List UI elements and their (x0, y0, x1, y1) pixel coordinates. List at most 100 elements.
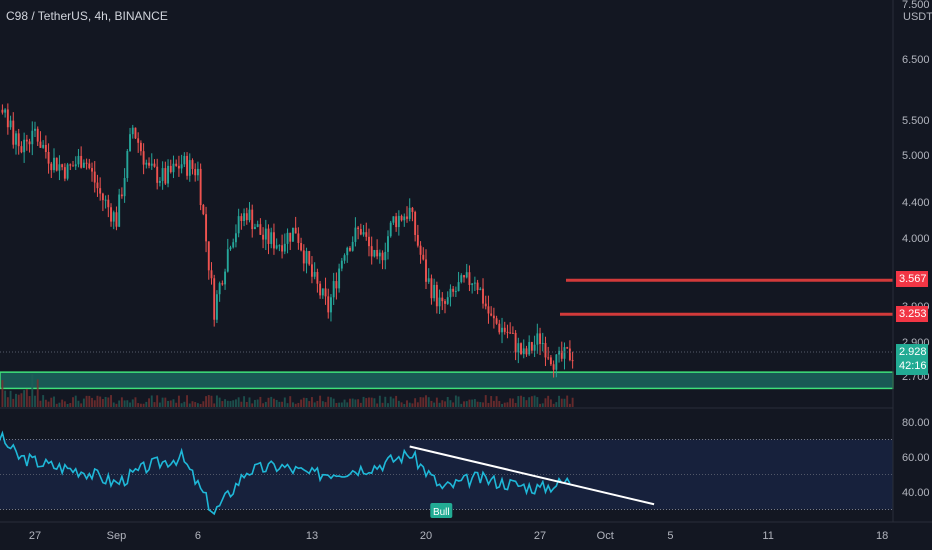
volume-bar (563, 398, 566, 407)
candlestick-series[interactable] (1, 103, 574, 378)
candle-body (72, 165, 74, 167)
volume-bar (408, 402, 411, 407)
volume-bar (495, 396, 498, 407)
volume-bar (389, 396, 392, 407)
candle-body (167, 165, 169, 184)
volume-bar (50, 397, 53, 407)
volume-bar (199, 403, 202, 407)
candle-body (473, 282, 476, 284)
candle-body (568, 348, 571, 361)
candle-body (501, 327, 503, 333)
time-axis[interactable]: 27 Sep 6 13 20 27 Oct 5 11 18 (29, 530, 888, 542)
support-zone[interactable] (0, 371, 894, 390)
candle-body (191, 160, 194, 170)
volume-bar (221, 401, 224, 407)
candle-body (468, 272, 471, 285)
candle-body (427, 278, 430, 282)
candle-countdown: 42:16 (899, 360, 927, 372)
candle-body (430, 278, 433, 299)
volume-bar (17, 394, 20, 407)
volume-bar (343, 399, 346, 407)
volume-bar (435, 397, 438, 407)
volume-bar (305, 398, 308, 407)
volume-bar (289, 396, 292, 407)
volume-bar (359, 402, 362, 407)
volume-bar (150, 395, 153, 407)
volume-bar (297, 402, 300, 407)
price-tick-label: 4.000 (902, 233, 930, 245)
volume-bar (482, 402, 484, 407)
rsi-trendline[interactable] (409, 445, 655, 506)
volume-bar (346, 402, 349, 407)
candle-body (435, 284, 438, 307)
candle-body (85, 162, 88, 164)
volume-bar (368, 397, 370, 407)
volume-bar (340, 402, 343, 407)
candle-body (262, 234, 265, 240)
time-tick-label: 27 (29, 530, 41, 542)
candle-body (139, 142, 142, 152)
volume-bar (1, 380, 4, 407)
volume-bar (511, 398, 514, 407)
volume-bar (251, 403, 254, 407)
volume-bar (544, 398, 547, 407)
volume-bar (158, 402, 161, 407)
symbol-title[interactable]: C98 / TetherUS, 4h, BINANCE (6, 9, 168, 23)
volume-bar (427, 397, 430, 407)
volume-bar (338, 402, 341, 407)
candle-body (549, 357, 552, 365)
candle-body (397, 215, 400, 228)
candle-body (77, 155, 80, 165)
volume-bar (28, 396, 31, 407)
candle-body (240, 216, 243, 222)
price-level-lines[interactable] (560, 278, 893, 316)
volume-bar (425, 395, 427, 407)
volume-bar (169, 400, 172, 407)
rsi-line[interactable] (0, 422, 571, 516)
candle-body (9, 120, 12, 128)
candle-body (530, 342, 533, 351)
volume-bar (153, 402, 156, 407)
volume-bar (245, 401, 248, 407)
volume-bar (517, 396, 520, 407)
candle-body (88, 163, 91, 169)
volume-bar (88, 395, 91, 407)
volume-bar (514, 402, 517, 407)
volume-bar (226, 400, 229, 407)
volume-bar (126, 400, 129, 407)
candle-body (194, 169, 197, 176)
volume-bar (115, 403, 118, 407)
volume-bar (522, 396, 525, 407)
volume-bar (438, 402, 441, 407)
candle-body (169, 165, 172, 173)
candle-body (414, 211, 417, 235)
volume-bar (205, 396, 208, 407)
candle-body (53, 157, 55, 171)
candle-body (536, 333, 539, 345)
volume-bar (549, 399, 552, 407)
volume-bar (275, 399, 278, 407)
candle-body (528, 342, 531, 355)
candle-body (47, 152, 50, 164)
volume-bar (61, 399, 64, 407)
rsi-pane[interactable]: Bull (0, 422, 893, 518)
volume-bar (490, 396, 493, 407)
volume-bar (186, 395, 189, 407)
candle-body (381, 252, 384, 261)
volume-bar (175, 402, 178, 407)
candle-body (520, 343, 522, 355)
volume-bar (6, 397, 9, 407)
rsi-axis[interactable]: 80.00 60.00 40.00 (902, 417, 930, 499)
candle-body (300, 242, 303, 251)
candle-body (164, 168, 167, 184)
candle-body (454, 291, 457, 293)
candle-body (571, 360, 574, 362)
candle-body (210, 270, 213, 279)
time-tick-label: 27 (534, 530, 546, 542)
candle-body (215, 294, 218, 320)
candle-body (50, 163, 53, 171)
volume-bar (142, 403, 145, 407)
candle-body (319, 283, 322, 296)
time-tick-label: 20 (420, 530, 432, 542)
